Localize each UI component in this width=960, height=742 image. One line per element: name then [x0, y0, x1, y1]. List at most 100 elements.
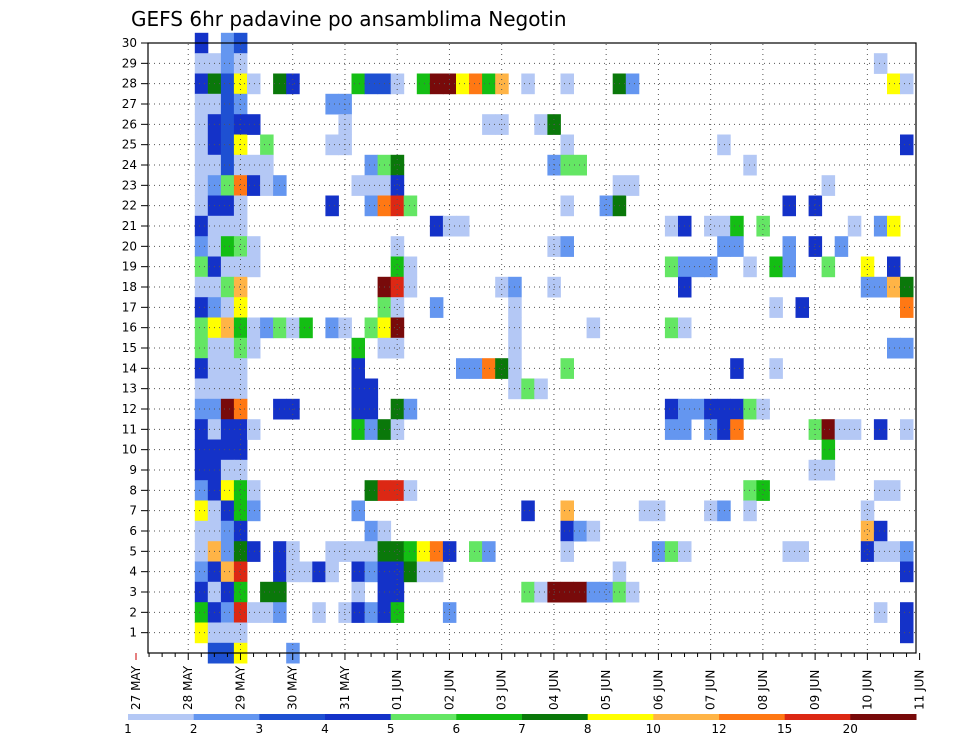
- heatmap-cell: [625, 581, 640, 603]
- heatmap-cell: [900, 622, 914, 644]
- heatmap-cell: [220, 93, 235, 115]
- heatmap-cell: [220, 337, 235, 359]
- heatmap-cell: [325, 195, 339, 217]
- heatmap-cell: [325, 93, 339, 115]
- heatmap-cell: [560, 134, 574, 156]
- heatmap-cell: [220, 419, 235, 440]
- heatmap-cell: [625, 175, 640, 196]
- heatmap-cell: [194, 378, 209, 400]
- heatmap-cell: [403, 541, 418, 562]
- heatmap-cell: [351, 541, 365, 562]
- heatmap-cell: [220, 317, 235, 339]
- heatmap-cell: [560, 500, 574, 522]
- heatmap-cell: [233, 581, 248, 603]
- x-tick-label: 08 JUN: [756, 670, 770, 710]
- heatmap-cell: [364, 398, 379, 420]
- y-tick-label: 16: [122, 321, 137, 335]
- heatmap-cell: [834, 236, 849, 257]
- heatmap-cell: [247, 541, 261, 562]
- heatmap-cell: [534, 114, 548, 135]
- heatmap-cell: [900, 276, 914, 298]
- y-tick-label: 25: [122, 138, 137, 152]
- heatmap-cell: [403, 561, 418, 583]
- heatmap-cell: [194, 53, 209, 74]
- heatmap-cell: [220, 134, 235, 156]
- heatmap-cell: [704, 256, 718, 278]
- heatmap-cell: [664, 317, 679, 339]
- heatmap-cell: [364, 602, 379, 623]
- colorbar-label: 15: [777, 722, 792, 736]
- y-tick-label: 11: [122, 422, 137, 436]
- colorbar-label: 3: [255, 722, 263, 736]
- heatmap-cell: [521, 378, 535, 400]
- heatmap-cell: [194, 500, 209, 522]
- heatmap-cell: [338, 541, 352, 562]
- heatmap-cell: [220, 256, 235, 278]
- heatmap-cell: [795, 541, 809, 562]
- heatmap-cell: [247, 73, 261, 95]
- heatmap-cell: [821, 459, 836, 481]
- heatmap-cell: [495, 358, 509, 379]
- colorbar-swatch: [456, 714, 523, 720]
- colorbar-swatch: [850, 714, 917, 720]
- colorbar-swatch: [193, 714, 260, 720]
- heatmap-cell: [220, 53, 235, 74]
- heatmap-cell: [887, 480, 901, 501]
- x-tick-label: 29 MAY: [233, 665, 247, 710]
- y-tick-label: 23: [122, 178, 137, 192]
- heatmap-cell: [664, 419, 679, 440]
- heatmap-cell: [364, 317, 379, 339]
- heatmap-cell: [220, 358, 235, 379]
- heatmap-cell: [416, 73, 431, 95]
- heatmap-cell: [233, 236, 248, 257]
- y-tick-label: 28: [122, 77, 137, 91]
- heatmap-cell: [351, 378, 365, 400]
- heatmap-cell: [220, 154, 235, 176]
- heatmap-cell: [220, 175, 235, 196]
- heatmap-cell: [233, 358, 248, 379]
- heatmap-cell: [560, 541, 574, 562]
- x-tick-label: 30 MAY: [286, 665, 300, 710]
- heatmap-cell: [390, 195, 405, 217]
- heatmap-cell: [873, 520, 888, 542]
- heatmap-cell: [194, 215, 209, 237]
- heatmap-cell: [887, 276, 901, 298]
- heatmap-cell: [220, 602, 235, 623]
- heatmap-cell: [194, 256, 209, 278]
- heatmap-cell: [220, 276, 235, 298]
- heatmap-cell: [220, 114, 235, 135]
- heatmap-cell: [873, 480, 888, 501]
- colorbar-label: 2: [190, 722, 198, 736]
- heatmap-cell: [403, 398, 418, 420]
- heatmap-cell: [220, 378, 235, 400]
- x-tick-label: 09 JUN: [808, 670, 822, 710]
- heatmap-cell: [194, 398, 209, 420]
- colorbar-swatch: [587, 714, 654, 720]
- heatmap-cell: [534, 378, 548, 400]
- heatmap-cell: [351, 500, 365, 522]
- heatmap-cell: [456, 358, 470, 379]
- heatmap-cell: [260, 154, 274, 176]
- y-tick-label: 12: [122, 402, 137, 416]
- heatmap-cell: [808, 236, 823, 257]
- heatmap-cell: [900, 419, 914, 440]
- heatmap-cell: [860, 256, 875, 278]
- heatmap-cell: [220, 398, 235, 420]
- colorbar-label: 7: [518, 722, 526, 736]
- heatmap-cell: [194, 195, 209, 217]
- heatmap-cell: [247, 419, 261, 440]
- heatmap-cell: [233, 602, 248, 623]
- heatmap-cell: [351, 358, 365, 379]
- heatmap-cell: [403, 276, 418, 298]
- heatmap-cell: [194, 337, 209, 359]
- colorbar-swatch: [784, 714, 851, 720]
- x-tick-label: 05 JUN: [599, 670, 613, 710]
- heatmap-cell: [429, 215, 444, 237]
- heatmap-cell: [194, 622, 209, 644]
- heatmap-cell: [233, 337, 248, 359]
- heatmap-cell: [664, 256, 679, 278]
- y-tick-label: 29: [122, 56, 137, 70]
- x-tick-label: 01 JUN: [390, 670, 404, 710]
- heatmap-cell: [351, 398, 365, 420]
- heatmap-cell: [247, 480, 261, 501]
